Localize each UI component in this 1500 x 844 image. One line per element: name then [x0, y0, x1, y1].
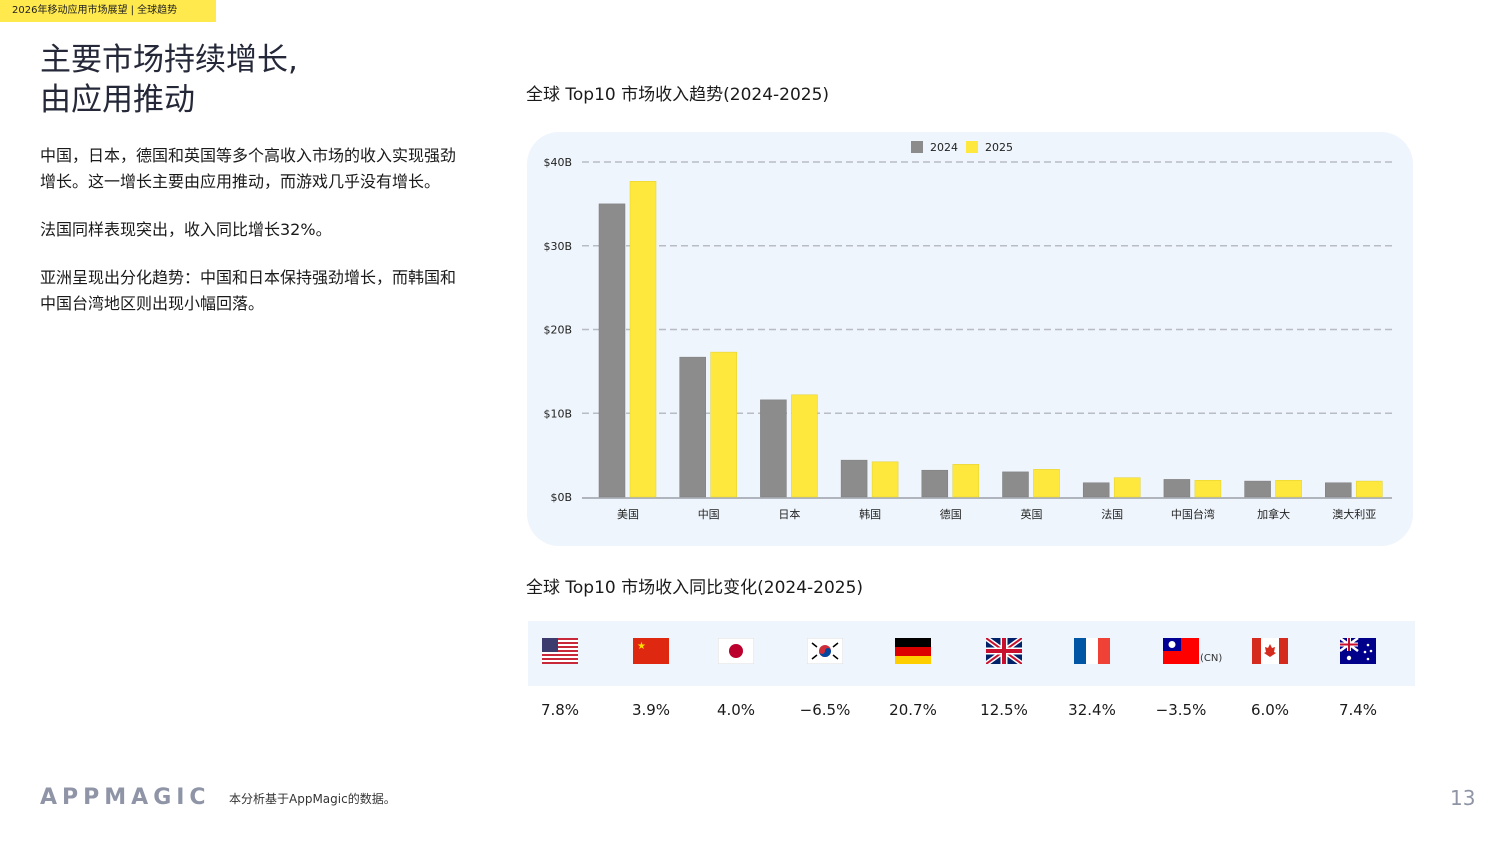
china-flag-icon: ★: [633, 638, 669, 668]
us-flag-icon: [542, 638, 578, 668]
yoy-value: 7.8%: [540, 701, 580, 719]
bar-2025: [1113, 477, 1141, 498]
x-tick-label: 澳大利亚: [1332, 507, 1376, 521]
page-number: 13: [1450, 786, 1476, 810]
x-tick-label: 韩国: [859, 507, 881, 521]
bar-2025: [1356, 480, 1383, 498]
taiwan-flag-icon: [1163, 638, 1199, 668]
y-tick-label: $20B: [543, 324, 572, 337]
x-tick-label: 德国: [940, 507, 962, 521]
legend-label: 2025: [985, 141, 1013, 154]
bar-2025: [952, 464, 980, 498]
legend-swatch: [911, 141, 923, 153]
y-tick-label: $10B: [543, 407, 572, 420]
page-title: 主要市场持续增长, 由应用推动: [40, 40, 460, 120]
uk-flag-icon: [984, 635, 1024, 668]
svg-text:★: ★: [637, 641, 646, 652]
bar-2025: [629, 181, 657, 498]
bar-2024: [1082, 482, 1110, 498]
bar-2024: [1002, 471, 1029, 498]
x-tick-label: 英国: [1021, 507, 1043, 521]
bar-2024: [1244, 480, 1271, 498]
yoy-value: 7.4%: [1338, 701, 1378, 719]
title-line-2: 由应用推动: [40, 82, 195, 118]
yoy-value: 3.9%: [631, 701, 671, 719]
yoy-value: −3.5%: [1155, 701, 1207, 719]
x-tick-label: 加拿大: [1257, 507, 1290, 521]
yoy-value: −6.5%: [799, 701, 851, 719]
taiwan-suffix: (CN): [1200, 653, 1223, 664]
france-flag-icon: [1074, 638, 1110, 668]
source-note: 本分析基于AppMagic的数据。: [229, 792, 396, 806]
y-tick-label: $0B: [550, 491, 572, 504]
x-tick-label: 美国: [617, 508, 639, 521]
body-text: 中国，日本，德国和英国等多个高收入市场的收入实现强劲增长。这一增长主要由应用推动…: [40, 143, 460, 339]
title-line-1: 主要市场持续增长,: [40, 42, 298, 78]
bar-2025: [710, 351, 737, 498]
appmagic-logo: APPMAGIC: [40, 785, 211, 810]
bar-2025: [791, 394, 818, 498]
bar-2024: [760, 399, 787, 498]
korea-flag-icon: [806, 637, 844, 668]
legend-label: 2024: [930, 141, 958, 154]
japan-flag-icon: [717, 637, 755, 668]
y-tick-label: $40B: [543, 156, 572, 169]
paragraph: 法国同样表现突出，收入同比增长32%。: [40, 220, 332, 239]
legend-swatch: [966, 141, 978, 153]
bar-2024: [1163, 479, 1191, 498]
yoy-value: 6.0%: [1250, 701, 1290, 719]
yoy-title: 全球 Top10 市场收入同比变化(2024-2025): [526, 578, 864, 598]
paragraph: 中国，日本，德国和英国等多个高收入市场的收入实现强劲增长。这一增长主要由应用推动…: [40, 146, 457, 191]
revenue-bar-chart: $0B $10B $20B $30B $40B 美国 中国 日本 韩国 德国 英国 法国 中国台湾 加拿大…: [543, 141, 1392, 521]
y-tick-label: $30B: [543, 240, 572, 253]
bar-2025: [1194, 480, 1222, 498]
yoy-value: 20.7%: [889, 701, 937, 719]
bar-2025: [871, 461, 899, 498]
bar-2024: [1325, 482, 1352, 498]
x-tick-label: 中国台湾: [1171, 507, 1215, 521]
canada-flag-icon: [1252, 638, 1288, 668]
bar-2025: [1033, 469, 1060, 498]
germany-flag-icon: [895, 638, 931, 668]
x-tick-label: 日本: [778, 507, 800, 521]
x-tick-label: 中国: [698, 508, 720, 521]
yoy-value: 32.4%: [1068, 701, 1116, 719]
yoy-value: 12.5%: [980, 701, 1028, 719]
paragraph: 亚洲呈现出分化趋势：中国和日本保持强劲增长，而韩国和中国台湾地区则出现小幅回落。: [40, 268, 457, 313]
australia-flag-icon: [1339, 636, 1376, 668]
bar-2024: [921, 469, 949, 498]
bar-2025: [1275, 480, 1302, 498]
x-tick-label: 法国: [1101, 507, 1123, 521]
header-tag: 2026年移动应用市场展望 | 全球趋势: [0, 0, 216, 22]
bar-2024: [598, 203, 626, 498]
chart-title: 全球 Top10 市场收入趋势(2024-2025): [526, 85, 830, 105]
bar-2024: [840, 459, 868, 498]
bar-2024: [679, 356, 706, 498]
yoy-value: 4.0%: [716, 701, 756, 719]
